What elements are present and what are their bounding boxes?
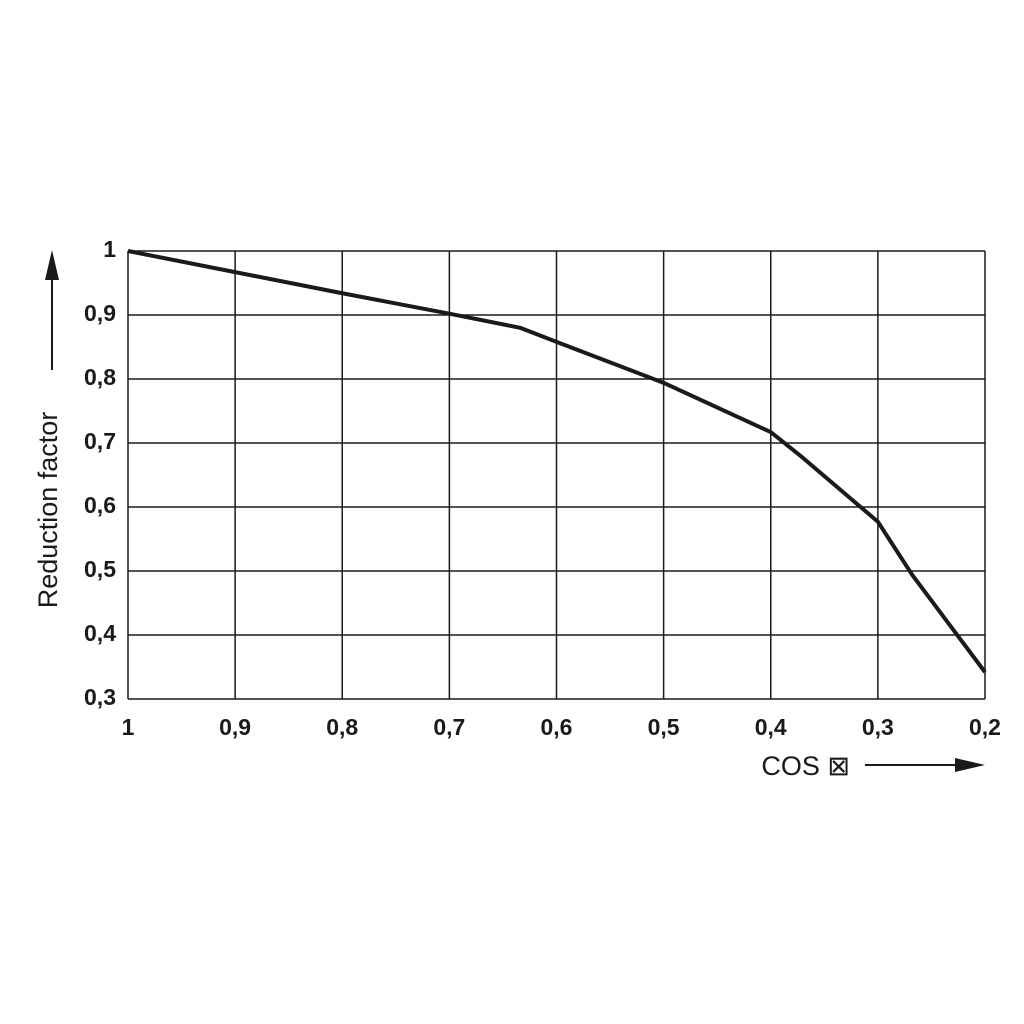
- y-tick-label: 0,5: [84, 556, 116, 582]
- y-tick-label: 0,4: [84, 620, 116, 646]
- x-axis-label: COS ⊠: [761, 751, 850, 781]
- x-arrow: [865, 758, 985, 772]
- x-tick-label: 0,4: [755, 714, 787, 740]
- y-tick-label: 0,3: [84, 684, 116, 710]
- x-tick-label: 0,5: [648, 714, 680, 740]
- x-tick-label: 0,8: [326, 714, 358, 740]
- x-tick-label: 0,7: [433, 714, 465, 740]
- x-tick-label: 0,3: [862, 714, 894, 740]
- y-tick-label: 0,7: [84, 428, 116, 454]
- y-axis-label: Reduction factor: [33, 412, 63, 609]
- x-tick-label: 1: [122, 714, 135, 740]
- y-arrow: [45, 250, 59, 370]
- y-tick-label: 0,6: [84, 492, 116, 518]
- y-tick-label: 0,9: [84, 300, 116, 326]
- x-tick-label: 0,2: [969, 714, 1001, 740]
- y-tick-label: 0,8: [84, 364, 116, 390]
- x-tick-label: 0,9: [219, 714, 251, 740]
- x-tick-label: 0,6: [541, 714, 573, 740]
- y-tick-label: 1: [103, 236, 116, 262]
- data-line: [127, 249, 987, 674]
